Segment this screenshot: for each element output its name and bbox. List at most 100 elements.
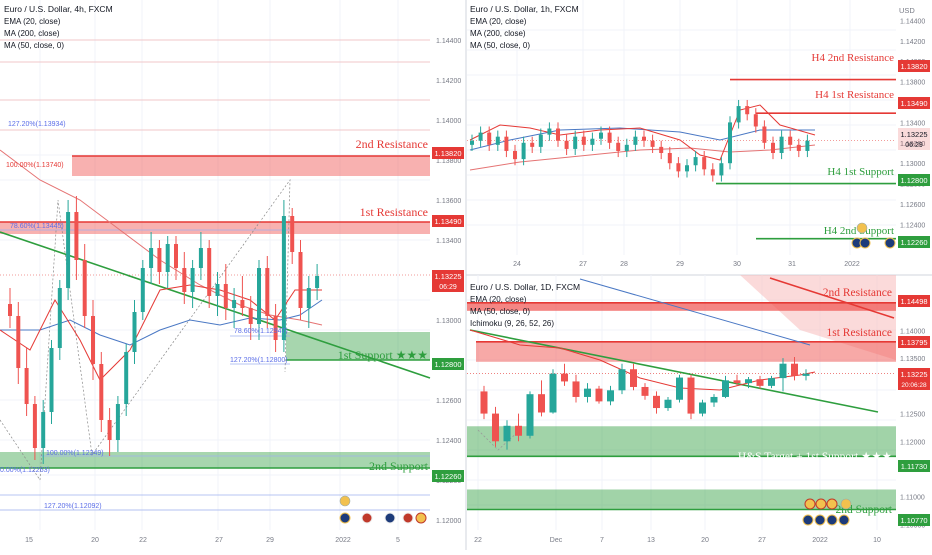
panel-d1[interactable]: Euro / U.S. Dollar, 1D, FXCM EMA (20, cl… [467, 275, 930, 544]
h4-zone-label-2nd-resistance: 2nd Resistance [356, 137, 428, 151]
h4-badge-2nd-support: 1.12260 [432, 470, 464, 482]
d1-candle-body [664, 399, 672, 409]
h4-time-axis[interactable]: 15 20 22 27 29 2022 5 [25, 537, 400, 544]
h1-candle-body [719, 163, 724, 176]
svg-text:1.12260: 1.12260 [434, 472, 461, 481]
h4-zone-label-1st-resistance: 1st Resistance [360, 205, 428, 219]
d1-candle-body [722, 380, 729, 397]
h1-price-tick: 1.13400 [900, 120, 925, 127]
d1-price-tick: 1.14000 [900, 328, 925, 335]
svg-text:1.13820: 1.13820 [900, 62, 927, 71]
h1-ema-line [469, 104, 816, 161]
h4-candle-body [215, 284, 220, 296]
d1-zone-2nd-support [467, 489, 896, 510]
h1-candle-body [616, 142, 621, 151]
h1-candle-body [788, 136, 793, 145]
h1-candle-body [495, 136, 500, 145]
h1-candle-body [728, 122, 732, 164]
h4-badge-last-price: 1.13225 06:29 [432, 270, 464, 292]
d1-time-tick: 22 [474, 537, 482, 544]
d1-candle-body [791, 363, 798, 376]
svg-text:1.13795: 1.13795 [900, 338, 927, 347]
h1-candle-body [470, 140, 474, 145]
h1-indicator-ma200: MA (200, close) [470, 29, 526, 38]
d1-price-axis[interactable]: 1.145001.140001.135001.130001.125001.120… [900, 301, 925, 530]
h4-candle-body [265, 268, 270, 316]
event-flag-icon [814, 514, 826, 526]
d1-badge-last-price: 1.13225 20:06:28 [898, 368, 930, 390]
svg-text:06:29: 06:29 [905, 142, 923, 149]
h1-time-tick: 2022 [844, 261, 860, 268]
h4-fib-label-5: 127.20%(1.12800) [230, 357, 288, 364]
h1-indicator-ema: EMA (20, close) [470, 17, 527, 26]
d1-candle-body [584, 388, 591, 397]
d1-candle-body [549, 373, 557, 413]
h4-candle-body [24, 368, 29, 404]
d1-time-axis[interactable]: 22 Dec 7 13 20 27 2022 10 [474, 537, 881, 544]
h1-candle-body [633, 136, 638, 145]
event-flag-icon [415, 512, 427, 524]
d1-zone-hs-target [467, 426, 896, 457]
d1-time-tick: 2022 [812, 537, 828, 544]
h4-candle-body [115, 404, 120, 440]
h1-price-tick: 1.12400 [900, 222, 925, 229]
h1-candle-body [702, 157, 707, 170]
d1-candle-body [768, 378, 775, 386]
h1-candle-body [513, 150, 517, 160]
h1-price-tick: 1.13000 [900, 161, 925, 168]
h1-candle-body [693, 157, 698, 166]
h4-trendline [0, 231, 431, 379]
d1-candle-body [641, 386, 649, 396]
h1-ma50-line [469, 127, 815, 151]
event-flag-icon [339, 512, 351, 524]
h4-zone-2nd-resistance [72, 156, 430, 176]
h1-indicator-ma50: MA (50, close, 0) [470, 41, 530, 50]
d1-candle-body [595, 388, 603, 402]
h4-candle-body [281, 216, 286, 340]
panel-h4[interactable]: Euro / U.S. Dollar, 4h, FXCM EMA (20, cl… [0, 0, 464, 544]
h4-price-tick: 1.14000 [436, 118, 461, 125]
h4-zone-label-2nd-support: 2nd Support [369, 459, 429, 473]
h1-title: Euro / U.S. Dollar, 1h, FXCM [470, 4, 579, 14]
h4-event-flags[interactable] [339, 495, 427, 524]
d1-candle-body [515, 425, 522, 436]
h1-zone-label-h4-2nd-resistance: H4 2nd Resistance [812, 52, 895, 64]
h4-price-tick: 1.13600 [436, 198, 461, 205]
h4-fib-label-8: 127.20%(1.12092) [44, 503, 102, 510]
h4-time-tick: 20 [91, 537, 99, 544]
h1-indicator-lines [469, 104, 816, 171]
svg-text:1.13225: 1.13225 [434, 272, 461, 281]
d1-candle-body [561, 373, 568, 382]
h4-title: Euro / U.S. Dollar, 4h, FXCM [4, 4, 113, 14]
panel-h1[interactable]: Euro / U.S. Dollar, 1h, FXCM EMA (20, cl… [467, 0, 930, 268]
h4-candle-body [248, 308, 253, 324]
d1-zone-2nd-resistance [467, 302, 896, 311]
h1-zones [467, 78, 896, 240]
h4-candle-body [182, 268, 187, 292]
h1-badge-1st-resistance: 1.13490 [898, 97, 930, 109]
event-flag-icon [859, 237, 871, 249]
h1-candle-body [581, 136, 586, 145]
h1-candle-body [745, 106, 750, 115]
d1-candle-body [687, 377, 695, 414]
h4-badge-2nd-resistance: 1.13820 [432, 147, 464, 159]
h1-event-flags[interactable] [851, 222, 896, 249]
svg-text:1.13225: 1.13225 [900, 370, 927, 379]
h4-candle-body [91, 316, 95, 364]
event-flag-icon [804, 498, 816, 510]
d1-event-flags[interactable] [802, 498, 852, 526]
h1-price-tick: 1.14200 [900, 39, 925, 46]
d1-candle-body [480, 391, 488, 414]
h4-candle-body [32, 404, 37, 448]
h1-badge-1st-support: 1.12800 [898, 174, 930, 186]
h1-currency-label: USD [899, 6, 915, 15]
h1-candle-body [556, 128, 560, 141]
h4-candles [8, 196, 320, 464]
h4-candle-body [16, 316, 21, 368]
h1-zone-label-h4-1st-support: H4 1st Support [827, 166, 894, 178]
h1-candle-body [599, 132, 603, 139]
h4-zone-label-1st-support: 1st Support ★★★ [338, 348, 428, 362]
h1-time-axis[interactable]: 24 27 28 29 30 31 2022 [513, 261, 860, 268]
h1-candle-body [624, 144, 629, 151]
